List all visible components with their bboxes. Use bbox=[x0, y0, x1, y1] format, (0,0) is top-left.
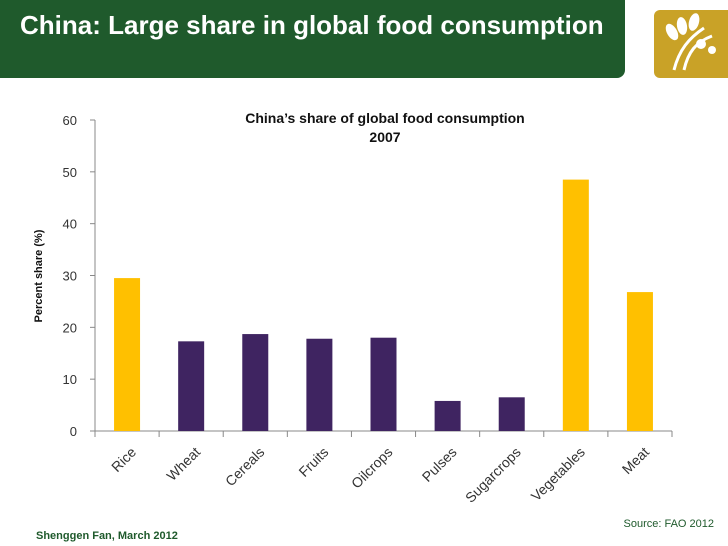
category-label: Oilcrops bbox=[348, 444, 396, 492]
wheat-logo-icon bbox=[665, 13, 716, 71]
bar-wheat bbox=[178, 341, 205, 431]
y-tick-label: 30 bbox=[63, 269, 77, 284]
chart-title-line2: 2007 bbox=[369, 129, 400, 145]
bar-sugarcrops bbox=[498, 397, 525, 431]
category-label: Rice bbox=[108, 444, 139, 475]
category-label: Wheat bbox=[163, 444, 203, 484]
bar-fruits bbox=[306, 338, 333, 431]
category-label: Cereals bbox=[222, 444, 267, 489]
y-tick-label: 60 bbox=[63, 113, 77, 128]
y-tick-label: 40 bbox=[63, 217, 77, 232]
category-label: Pulses bbox=[419, 444, 460, 485]
bar-pulses bbox=[434, 400, 461, 431]
logo bbox=[654, 10, 728, 78]
category-label: Vegetables bbox=[528, 444, 588, 504]
y-tick-label: 0 bbox=[70, 424, 77, 439]
category-label: Fruits bbox=[295, 444, 331, 480]
bar-cereals bbox=[242, 334, 269, 431]
chart-title-line1: China’s share of global food consumption bbox=[245, 110, 525, 126]
y-tick-label: 10 bbox=[63, 372, 77, 387]
title-bar: China: Large share in global food consum… bbox=[0, 0, 625, 78]
bar-oilcrops bbox=[370, 337, 397, 431]
y-tick-label: 50 bbox=[63, 165, 77, 180]
y-tick-label: 20 bbox=[63, 320, 77, 335]
source-note: Source: FAO 2012 bbox=[623, 518, 715, 530]
bar-meat bbox=[626, 292, 653, 431]
footer-author: Shenggen Fan, March 2012 bbox=[36, 530, 178, 542]
bar-rice bbox=[114, 278, 141, 431]
y-axis-label: Percent share (%) bbox=[33, 229, 45, 322]
category-label: Sugarcrops bbox=[462, 444, 524, 506]
category-label: Meat bbox=[619, 444, 652, 477]
slide-title: China: Large share in global food consum… bbox=[20, 10, 604, 40]
bar-vegetables bbox=[562, 179, 589, 431]
